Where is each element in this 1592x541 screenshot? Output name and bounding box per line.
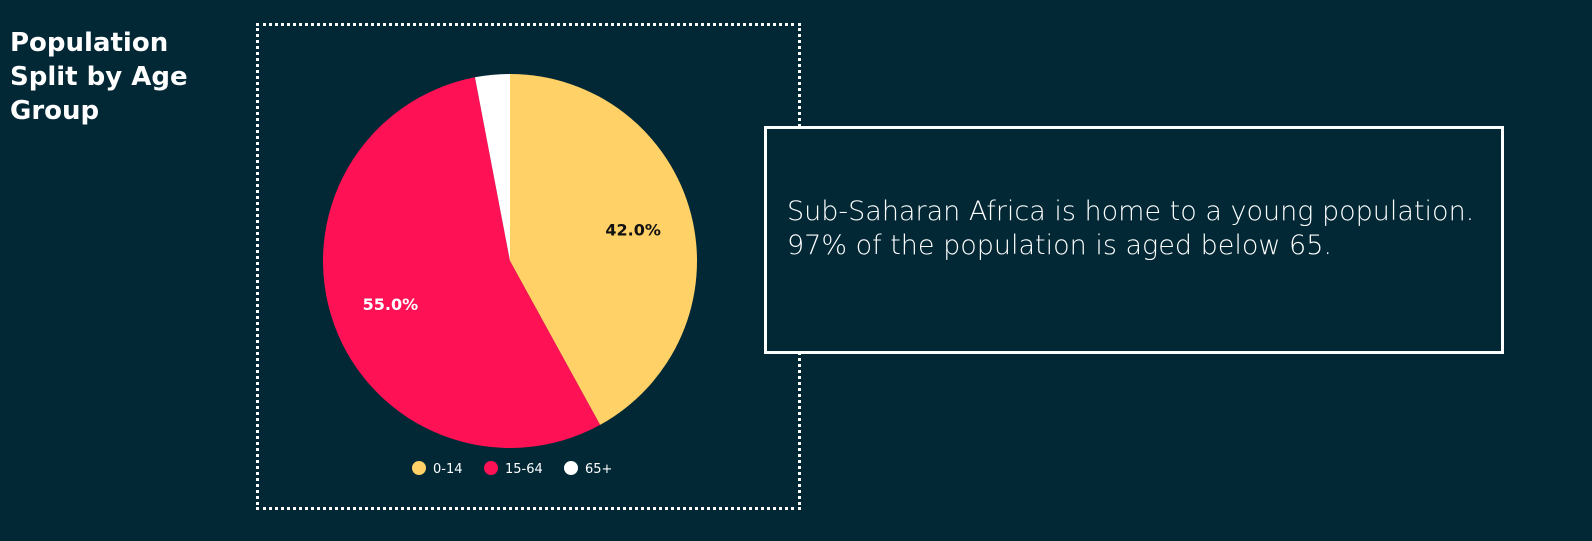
legend-swatch-15-64 [484, 461, 498, 475]
legend-label-0-14: 0-14 [433, 462, 463, 477]
legend-item-0-14: 0-14 [412, 461, 463, 477]
pie-slice-65+ [474, 74, 510, 261]
page-title: Population Split by Age Group [10, 28, 188, 126]
chart-legend: 0-14 15-64 65+ [412, 461, 612, 477]
legend-label-15-64: 15-64 [505, 462, 543, 477]
legend-swatch-65+ [564, 461, 578, 475]
legend-item-65+: 65+ [564, 461, 612, 477]
legend-label-65+: 65+ [585, 462, 612, 477]
legend-swatch-0-14 [412, 461, 426, 475]
legend-item-15-64: 15-64 [484, 461, 543, 477]
info-text: Sub-Saharan Africa is home to a young po… [787, 196, 1475, 261]
chart-frame: 42.0% 55.0% 0-14 15-64 65+ [256, 23, 801, 510]
pie-data-label-15-64: 55.0% [363, 295, 419, 314]
pie-slice-15-64 [323, 77, 601, 448]
pie-data-label-0-14: 42.0% [605, 220, 661, 239]
pie-slice-0-14 [510, 74, 698, 425]
pie-chart: 42.0% 55.0% 0-14 15-64 65+ [323, 74, 698, 477]
info-box: Sub-Saharan Africa is home to a young po… [764, 126, 1504, 354]
pie-slices [323, 74, 698, 448]
pie-data-labels: 42.0% 55.0% [363, 220, 661, 314]
